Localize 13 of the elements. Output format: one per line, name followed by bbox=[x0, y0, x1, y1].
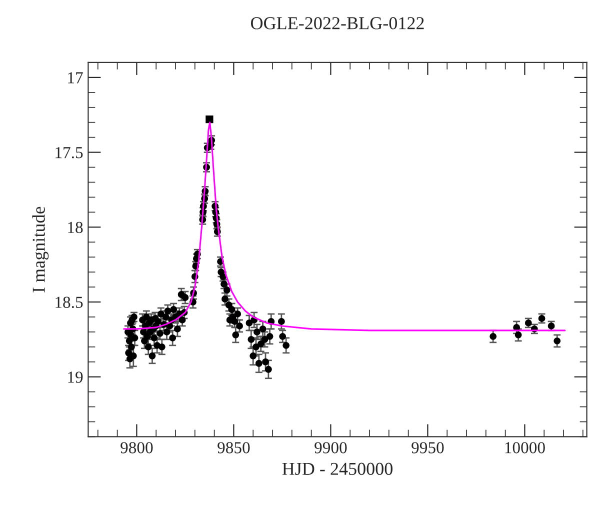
y-tick-label: 18 bbox=[68, 222, 83, 234]
y-tick-label: 18.5 bbox=[56, 296, 83, 308]
x-tick-label: 9800 bbox=[120, 442, 153, 454]
y-axis-title: I magnitude bbox=[32, 206, 49, 292]
y-tick-label: 19 bbox=[68, 372, 83, 383]
x-tick-label: 9950 bbox=[412, 442, 444, 454]
y-tick-label: 17 bbox=[68, 72, 83, 84]
chart-title: OGLE-2022-BLG-0122 bbox=[250, 17, 424, 30]
y-tick-label: 17.5 bbox=[56, 147, 83, 158]
x-tick-label: 9900 bbox=[314, 442, 347, 454]
x-axis-title: HJD - 2450000 bbox=[282, 462, 392, 475]
x-tick-label: 10000 bbox=[505, 442, 545, 454]
x-tick-label: 9850 bbox=[218, 442, 250, 454]
